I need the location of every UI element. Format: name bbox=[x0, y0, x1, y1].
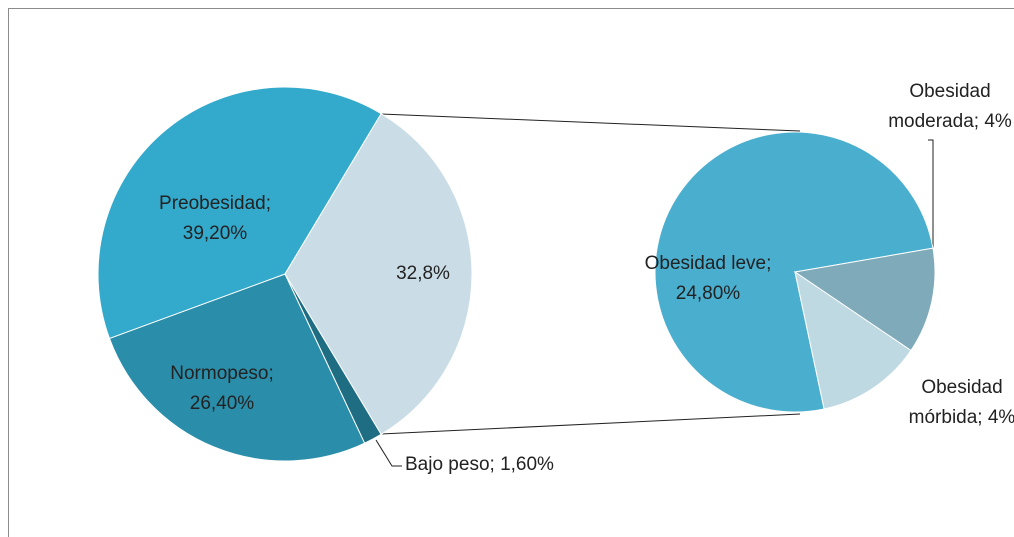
pie-slice bbox=[794, 270, 912, 410]
data-label-line: Bajo peso; 1,60% bbox=[405, 454, 554, 475]
data-label-line: 24,80% bbox=[676, 283, 741, 304]
data-label-line: 26,40% bbox=[190, 393, 255, 414]
data-label: Obesidad mórbida; 4% bbox=[909, 377, 1014, 428]
data-label-line: Obesidad bbox=[921, 377, 1002, 398]
connector-line bbox=[380, 113, 801, 132]
data-label: 32,8% bbox=[396, 263, 450, 284]
pie-slice bbox=[108, 273, 366, 462]
data-label: Obesidad moderada; 4% bbox=[888, 81, 1012, 132]
leader-line bbox=[375, 439, 402, 467]
leader-line bbox=[928, 139, 934, 257]
data-label: Preobesidad; 39,20% bbox=[159, 193, 271, 244]
data-label-line: 32,8% bbox=[396, 263, 450, 284]
pie-slice bbox=[97, 86, 382, 340]
data-label-line: Obesidad leve; bbox=[645, 253, 772, 274]
pie-slice bbox=[793, 247, 936, 352]
data-label-line: Preobesidad; bbox=[159, 193, 271, 214]
data-label-line: Normopeso; bbox=[170, 363, 274, 384]
pie-slice bbox=[654, 131, 934, 413]
connector-line bbox=[380, 413, 801, 435]
data-label-line: mórbida; 4% bbox=[909, 407, 1014, 428]
data-label-line: Obesidad bbox=[909, 81, 990, 102]
data-label-line: moderada; 4% bbox=[888, 111, 1012, 132]
data-label: Obesidad leve; 24,80% bbox=[645, 253, 772, 304]
data-label: Normopeso; 26,40% bbox=[170, 363, 274, 414]
data-label-line: 39,20% bbox=[183, 223, 248, 244]
data-label: Bajo peso; 1,60% bbox=[405, 454, 554, 475]
pie-slice bbox=[284, 112, 473, 436]
